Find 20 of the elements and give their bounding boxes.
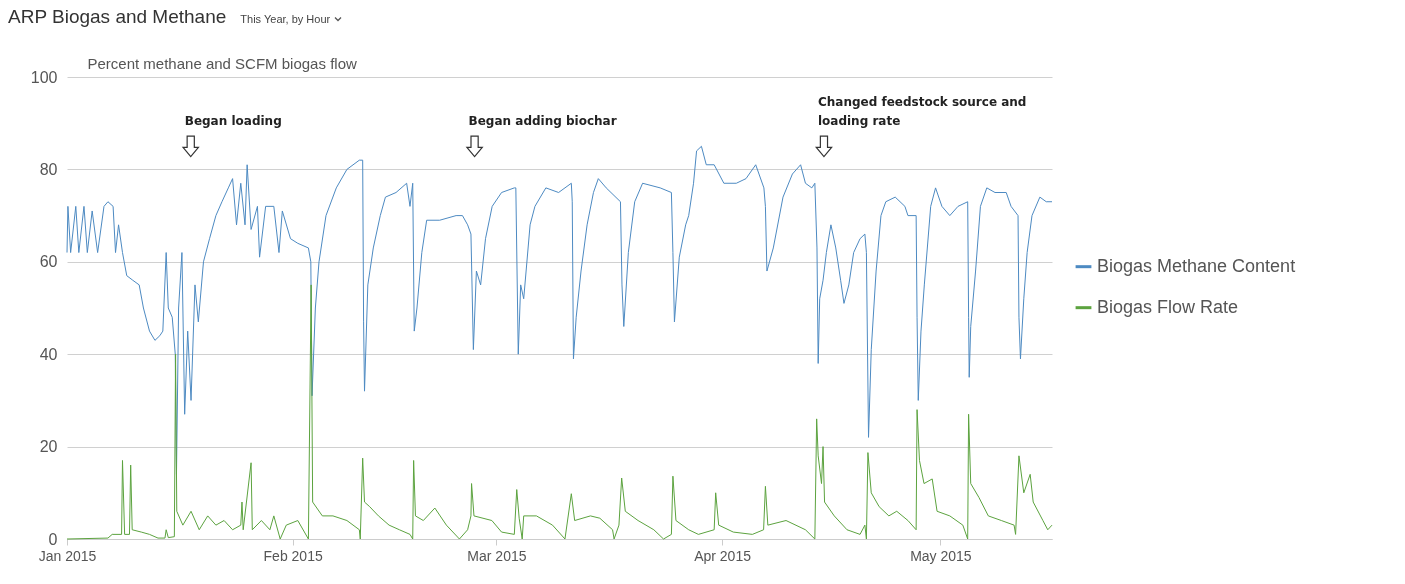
x-tick-label: Jan 2015: [38, 547, 97, 564]
y-tick-label: 60: [39, 253, 58, 271]
y-axis-title: Percent methane and SCFM biogas flow: [87, 54, 357, 72]
legend-label: Biogas Flow Rate: [1097, 296, 1239, 317]
annotation: Began adding biochar: [468, 114, 617, 129]
y-tick-label: 0: [48, 530, 58, 548]
annotation: Began loading: [184, 114, 282, 129]
y-tick-label: 40: [39, 345, 58, 363]
x-tick-label: Mar 2015: [467, 547, 527, 564]
y-tick-label: 20: [39, 438, 58, 456]
x-tick-label: Apr 2015: [694, 547, 752, 564]
y-tick-label: 100: [30, 68, 58, 86]
annotation: Changed feedstock source and loading rate: [817, 95, 1027, 129]
chart-title: ARP Biogas and Methane: [8, 6, 227, 28]
line-series: [66, 284, 1053, 540]
x-tick-label: May 2015: [910, 547, 972, 564]
legend-label: Biogas Methane Content: [1097, 255, 1296, 276]
y-tick-label: 80: [39, 160, 58, 178]
x-tick-label: Feb 2015: [263, 547, 323, 564]
chart-subtitle: This Year, by Hour: [240, 13, 331, 25]
